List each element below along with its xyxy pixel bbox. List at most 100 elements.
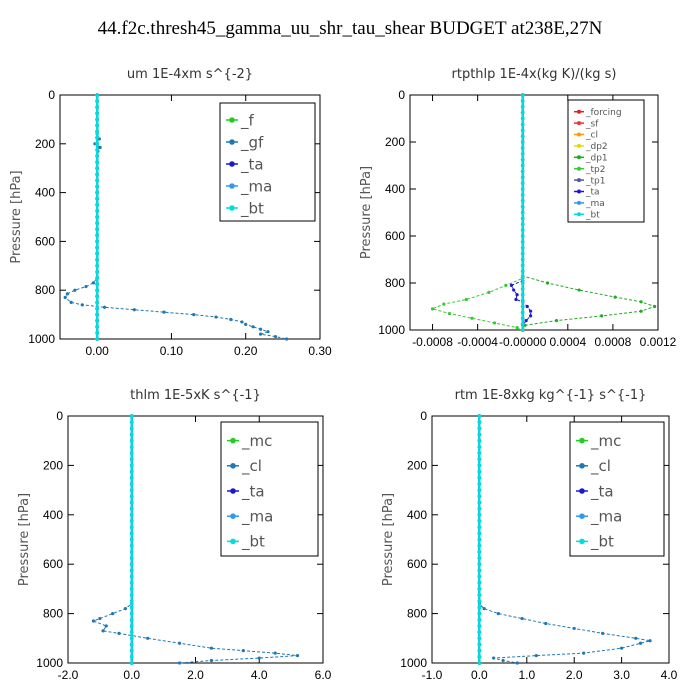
- legend-label: _tp2: [585, 165, 605, 175]
- data-point: [504, 283, 508, 287]
- data-point: [600, 314, 604, 318]
- legend-marker: [577, 166, 581, 171]
- legend-item: _ma: [227, 507, 273, 526]
- data-point: [95, 105, 99, 109]
- legend-label: _ta: [585, 188, 600, 198]
- legend-label: _forcing: [585, 108, 622, 118]
- data-point: [98, 145, 102, 150]
- data-point: [102, 305, 107, 309]
- data-point: [129, 488, 134, 492]
- data-point: [129, 568, 134, 573]
- data-point: [95, 270, 99, 274]
- data-point: [95, 123, 99, 128]
- data-point: [129, 661, 134, 665]
- data-point: [620, 646, 624, 650]
- series-line: [92, 416, 298, 664]
- legend: _forcing_sf _cl_dp2_dp1 _tp2_tp1 _ta_ma_bt: [567, 99, 645, 223]
- data-point: [129, 426, 134, 431]
- data-point: [95, 245, 99, 250]
- data-point: [520, 140, 525, 144]
- data-point: [520, 257, 525, 262]
- data-point: [520, 216, 525, 221]
- data-point: [95, 117, 99, 122]
- data-point: [95, 257, 99, 262]
- data-point: [129, 469, 134, 474]
- legend-label: _cl: [241, 457, 262, 476]
- data-point: [95, 172, 99, 177]
- data-point: [258, 332, 263, 336]
- data-point: [284, 337, 289, 341]
- legend-marker: [577, 143, 581, 148]
- data-point: [129, 475, 134, 480]
- legend-label: _gf: [240, 133, 264, 152]
- data-point: [477, 537, 482, 542]
- legend-label: _dp2: [585, 142, 608, 152]
- x-tick-label: 3.0: [613, 668, 630, 682]
- legend-marker: [230, 437, 236, 444]
- legend-marker: [577, 155, 581, 160]
- y-tick-label: 400: [385, 182, 405, 196]
- y-tick-label: 0: [56, 409, 63, 423]
- data-point: [129, 562, 134, 566]
- data-point: [129, 500, 134, 505]
- legend-marker: [579, 463, 585, 469]
- y-tick-label: 200: [43, 458, 63, 472]
- data-point: [520, 228, 525, 232]
- legend-marker: [229, 183, 235, 189]
- series-bt: [520, 93, 525, 332]
- data-point: [572, 626, 576, 631]
- x-tick-label: 6.0: [315, 668, 332, 682]
- data-point: [582, 651, 586, 655]
- data-point: [482, 607, 486, 611]
- data-point: [257, 656, 261, 660]
- legend-label: _ma: [585, 199, 605, 209]
- data-point: [477, 605, 482, 610]
- data-point: [129, 605, 134, 610]
- data-point: [639, 300, 643, 304]
- legend-item: _bt: [226, 199, 264, 218]
- legend-box: [219, 102, 316, 222]
- series-line: [431, 95, 524, 331]
- data-point: [477, 494, 482, 499]
- data-point: [117, 631, 121, 635]
- data-point: [544, 621, 548, 626]
- data-point: [520, 263, 525, 268]
- data-point: [515, 661, 519, 665]
- y-tick-label: 0: [398, 88, 405, 102]
- data-point: [129, 543, 134, 548]
- data-point: [129, 580, 134, 585]
- data-point: [241, 649, 245, 653]
- data-point: [442, 302, 446, 306]
- data-point: [240, 320, 244, 324]
- data-point: [244, 322, 248, 326]
- data-point: [129, 494, 134, 499]
- legend: _f _gf _ta _ma _bt: [219, 102, 316, 222]
- data-point: [520, 157, 525, 162]
- data-point: [95, 221, 99, 225]
- data-point: [95, 215, 99, 219]
- data-point: [520, 99, 525, 103]
- data-point: [95, 209, 99, 213]
- y-tick-label: 400: [407, 508, 427, 522]
- data-point: [477, 457, 482, 462]
- data-point: [634, 636, 638, 640]
- data-point: [520, 328, 525, 332]
- legend-marker: [577, 109, 581, 114]
- data-point: [447, 311, 452, 316]
- x-tick-label: 4.0: [661, 668, 678, 682]
- data-point: [95, 196, 99, 201]
- data-point: [95, 288, 99, 293]
- legend-label: _bt: [590, 533, 614, 552]
- legend-item: _mc: [576, 432, 621, 451]
- x-tick-label: -0.0008: [412, 335, 453, 349]
- data-point: [129, 457, 134, 462]
- data-point: [514, 297, 518, 302]
- data-point: [477, 500, 482, 505]
- x-tick-label: 0.30: [308, 344, 332, 358]
- data-point: [129, 445, 134, 449]
- data-point: [477, 519, 482, 523]
- data-point: [554, 319, 559, 323]
- x-tick-label: 2.0: [566, 668, 583, 682]
- data-point: [520, 281, 525, 285]
- data-point: [95, 282, 99, 286]
